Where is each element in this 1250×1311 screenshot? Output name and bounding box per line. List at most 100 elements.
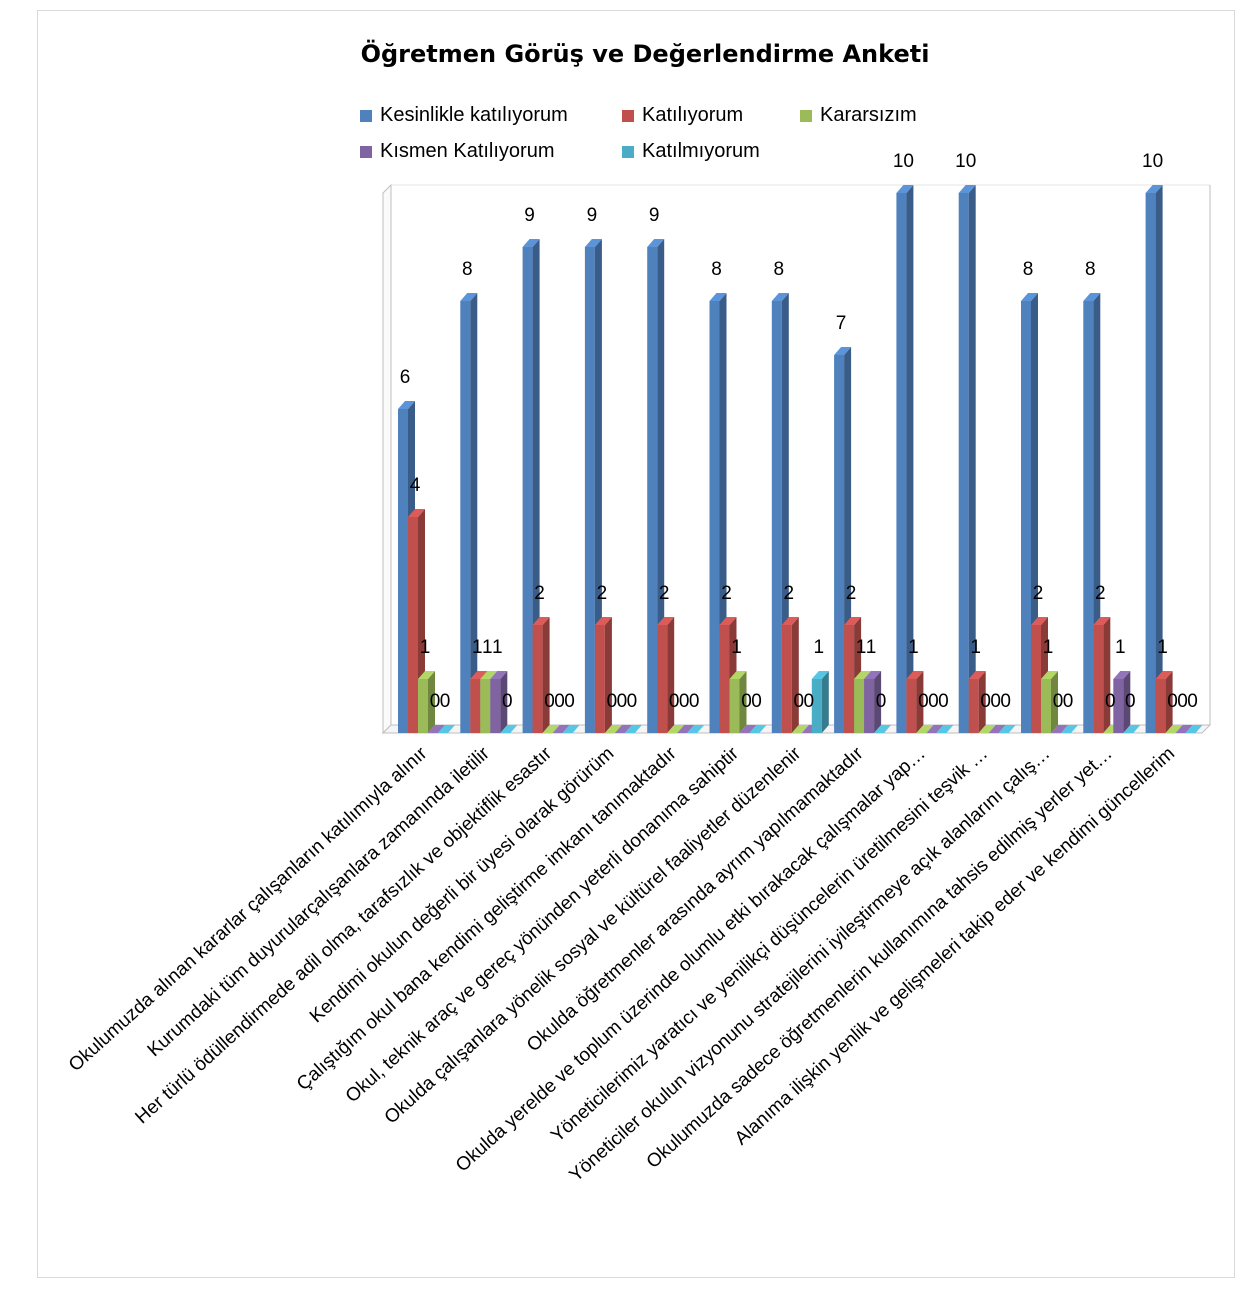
chart-frame xyxy=(37,10,1235,1278)
bar xyxy=(1061,725,1078,733)
data-label: 1 xyxy=(970,637,981,658)
data-label: 1 xyxy=(866,637,877,658)
data-label: 10 xyxy=(955,151,976,172)
bar xyxy=(428,725,445,733)
data-label: 1 xyxy=(856,637,867,658)
bar xyxy=(667,725,685,733)
data-label: 0 xyxy=(876,691,887,712)
data-label: 0 xyxy=(679,691,690,712)
bar xyxy=(1165,725,1183,733)
bar xyxy=(916,725,934,733)
x-tick-label: Okulda yerelde ve toplum üzerinde olumlu… xyxy=(452,743,930,1176)
data-label: 0 xyxy=(1187,691,1198,712)
data-label: 1 xyxy=(731,637,742,658)
data-label: 1 xyxy=(1157,637,1168,658)
bar xyxy=(1155,671,1173,733)
bar xyxy=(864,671,882,733)
bar xyxy=(677,725,695,733)
legend-item: Katılmıyorum xyxy=(622,140,760,163)
data-label: 2 xyxy=(1033,583,1044,604)
data-label: 2 xyxy=(721,583,732,604)
bar xyxy=(1145,185,1163,733)
bar xyxy=(998,725,1016,733)
bar xyxy=(1113,671,1131,733)
bars xyxy=(398,185,1203,733)
data-label: 1 xyxy=(908,637,919,658)
bar xyxy=(781,617,799,733)
data-label: 2 xyxy=(659,583,670,604)
data-label: 2 xyxy=(597,583,608,604)
data-label: 1 xyxy=(1043,637,1054,658)
data-label: 0 xyxy=(1177,691,1188,712)
bar xyxy=(562,725,580,733)
legend-label: Katılmıyorum xyxy=(642,140,760,162)
bar xyxy=(460,293,478,733)
data-label: 2 xyxy=(534,583,545,604)
bar xyxy=(791,725,809,733)
data-label: 9 xyxy=(649,205,660,226)
bar xyxy=(490,671,508,733)
data-label: 1 xyxy=(472,637,483,658)
bar xyxy=(1185,725,1203,733)
bar xyxy=(926,725,944,733)
legend-swatch xyxy=(622,145,634,158)
data-label: 0 xyxy=(554,691,565,712)
bar xyxy=(978,725,996,733)
data-label: 1 xyxy=(482,637,493,658)
data-label: 0 xyxy=(669,691,680,712)
data-label: 8 xyxy=(1085,259,1096,280)
data-label: 1 xyxy=(814,637,825,658)
data-label: 0 xyxy=(794,691,805,712)
legend-item: Katılıyorum xyxy=(622,104,743,127)
data-label: 0 xyxy=(928,691,939,712)
bar xyxy=(739,725,757,733)
bar xyxy=(604,725,622,733)
legend-swatch xyxy=(360,109,372,122)
data-label: 0 xyxy=(1063,691,1074,712)
data-label: 0 xyxy=(502,691,513,712)
legend-item: Kısmen Katılıyorum xyxy=(360,140,555,163)
legend-swatch xyxy=(360,145,372,158)
bar xyxy=(958,185,976,733)
data-label: 0 xyxy=(564,691,575,712)
data-label: 0 xyxy=(627,691,638,712)
bar xyxy=(729,671,747,733)
data-label: 8 xyxy=(462,259,473,280)
bar xyxy=(1051,725,1068,733)
bar xyxy=(657,617,675,733)
data-label: 9 xyxy=(587,205,598,226)
data-label: 6 xyxy=(400,367,411,388)
data-label: 0 xyxy=(689,691,700,712)
bar xyxy=(687,725,705,733)
chart-title: Öğretmen Görüş ve Değerlendirme Anketi xyxy=(360,40,930,68)
data-label: 0 xyxy=(741,691,752,712)
bar xyxy=(936,725,954,733)
bar xyxy=(1041,671,1058,733)
data-label: 0 xyxy=(1125,691,1136,712)
bar xyxy=(552,725,570,733)
data-label: 0 xyxy=(980,691,991,712)
bar xyxy=(532,617,550,733)
legend-swatch xyxy=(800,109,812,122)
bar xyxy=(647,239,665,733)
data-label: 1 xyxy=(1115,637,1126,658)
bar xyxy=(1123,725,1141,733)
data-label: 0 xyxy=(544,691,555,712)
bar xyxy=(968,671,986,733)
data-label: 10 xyxy=(1142,151,1163,172)
bar xyxy=(1093,617,1111,733)
data-label: 2 xyxy=(846,583,857,604)
data-label: 9 xyxy=(524,205,535,226)
data-label: 1 xyxy=(420,637,431,658)
data-label: 0 xyxy=(990,691,1001,712)
legend-label: Kararsızım xyxy=(820,104,917,126)
data-label: 4 xyxy=(410,475,421,496)
data-label: 0 xyxy=(938,691,949,712)
x-axis-labels: Okulumuzda alınan kararlar çalışanların … xyxy=(65,743,1179,1187)
legend-label: Kısmen Katılıyorum xyxy=(380,140,555,162)
bar xyxy=(896,185,914,733)
data-label: 2 xyxy=(784,583,795,604)
bar xyxy=(500,725,518,733)
